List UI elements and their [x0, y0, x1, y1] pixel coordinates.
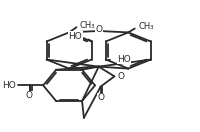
- Text: CH₃: CH₃: [79, 21, 95, 30]
- Text: HO: HO: [69, 32, 82, 41]
- Text: HO: HO: [2, 81, 15, 90]
- Text: O: O: [117, 72, 124, 81]
- Text: O: O: [97, 93, 104, 102]
- Text: HO: HO: [117, 55, 131, 64]
- Text: O: O: [26, 91, 33, 100]
- Text: O: O: [95, 25, 102, 34]
- Text: CH₃: CH₃: [138, 22, 154, 31]
